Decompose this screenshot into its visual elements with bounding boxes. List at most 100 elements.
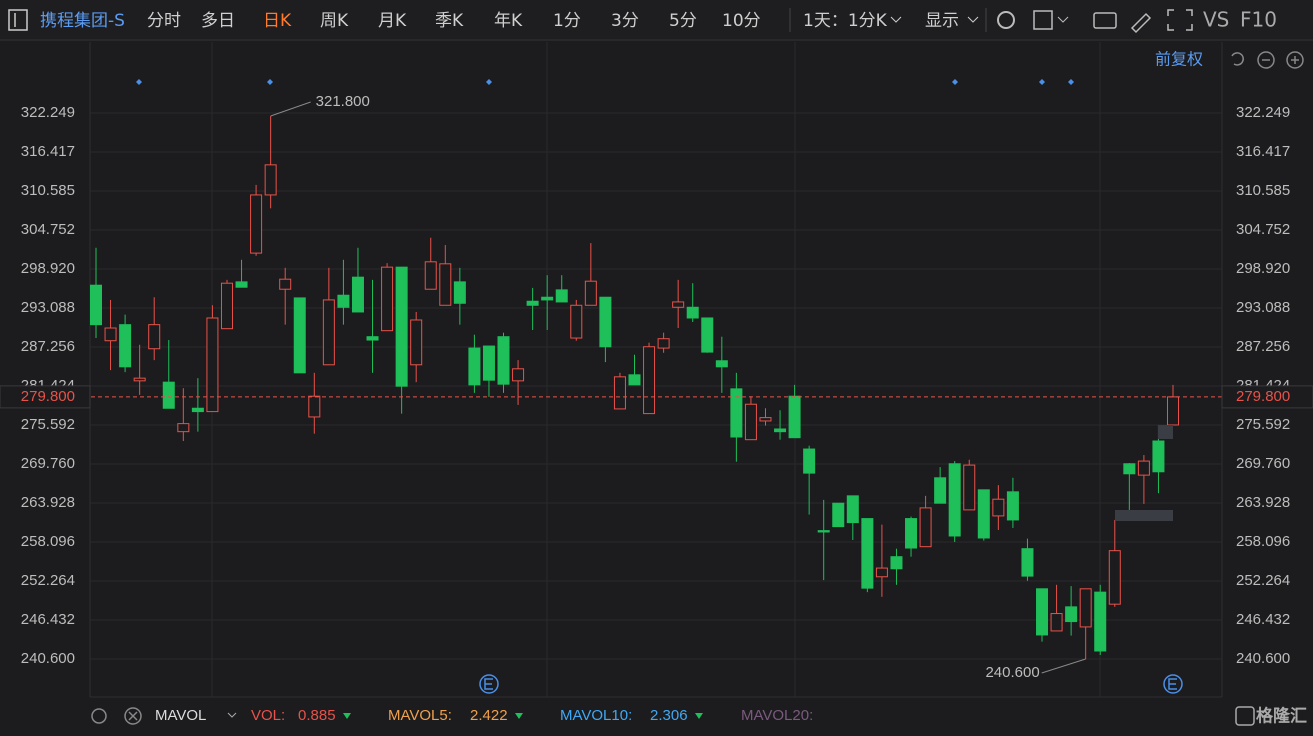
overlay-box [1115, 510, 1173, 521]
tab[interactable]: 3分 [611, 11, 639, 31]
candle-body [715, 360, 728, 368]
undo-icon[interactable] [1231, 52, 1244, 66]
y-tick-label: 275.592 [21, 416, 75, 433]
sidebar-toggle[interactable] [8, 9, 28, 31]
trend-arrow [515, 713, 523, 719]
draw-icon[interactable] [1130, 12, 1152, 34]
indicator-name[interactable]: MAVOL [155, 707, 206, 724]
candle-body [803, 448, 816, 474]
candle-body [235, 281, 248, 288]
y2-tick-label: 263.928 [1236, 494, 1290, 511]
y-tick-label: 269.760 [21, 455, 75, 472]
frame-icon[interactable] [1033, 10, 1053, 30]
caret [890, 16, 902, 23]
candle-body [1108, 550, 1121, 605]
f10-button[interactable]: F10 [1240, 8, 1277, 32]
high-annotation: 321.800 [316, 93, 370, 110]
candle-body [701, 317, 714, 353]
tab[interactable]: 日K [263, 11, 292, 31]
candle-body [322, 299, 335, 366]
candle-body [453, 281, 466, 304]
earnings-marker[interactable] [479, 674, 499, 694]
zoom-out-icon[interactable] [1257, 51, 1275, 69]
candle-body [541, 296, 554, 301]
y2-tick-label: 240.600 [1236, 650, 1290, 667]
event-markers [136, 79, 1074, 85]
y-tick-label: 304.752 [21, 221, 75, 238]
candle-body [206, 317, 219, 413]
event-marker[interactable] [136, 79, 142, 85]
settings-icon[interactable] [997, 11, 1015, 29]
candle-body [337, 294, 350, 308]
earnings-marker[interactable] [1163, 674, 1183, 694]
candle-body [177, 423, 190, 433]
candle-body [1123, 463, 1136, 475]
tab[interactable]: 多日 [201, 11, 235, 31]
logo: 格隆汇 [1256, 705, 1307, 725]
caret [967, 16, 979, 23]
candle-body [555, 289, 568, 303]
candle-body [468, 347, 481, 386]
tab[interactable]: 分时 [147, 11, 181, 31]
candle-body [1021, 548, 1034, 577]
candle-body [657, 338, 670, 349]
candle-body [672, 301, 685, 308]
zoom-in-icon[interactable] [1286, 51, 1304, 69]
camera-icon[interactable] [1093, 12, 1117, 29]
y-tick-label: 310.585 [21, 182, 75, 199]
candle-body [788, 395, 801, 439]
indicator-settings[interactable] [91, 708, 107, 724]
event-marker[interactable] [267, 79, 273, 85]
candle-body [439, 263, 452, 306]
indicator-value: 2.306 [650, 707, 688, 724]
candle-body [308, 395, 321, 418]
overlay-box [1158, 425, 1173, 439]
y-tick-label: 240.600 [21, 650, 75, 667]
tab[interactable]: 季K [435, 11, 464, 31]
candle-body [628, 374, 641, 386]
y2-tick-label: 298.920 [1236, 260, 1290, 277]
tab[interactable]: 月K [378, 11, 407, 31]
candle-body [293, 297, 306, 374]
candle-body [730, 388, 743, 438]
y-tick-label: 252.264 [21, 572, 75, 589]
indicator-close[interactable] [124, 707, 142, 725]
candle-body [977, 489, 990, 539]
logo-icon [1235, 706, 1255, 726]
candle-body [424, 261, 437, 290]
event-marker[interactable] [486, 79, 492, 85]
y-tick-label: 263.928 [21, 494, 75, 511]
candle-body [948, 463, 961, 537]
candle-body [934, 477, 947, 504]
adjust-select[interactable]: 前复权 [1155, 50, 1203, 69]
y2-tick-label: 287.256 [1236, 338, 1290, 355]
event-marker[interactable] [1039, 79, 1045, 85]
fullscreen-icon[interactable] [1167, 9, 1193, 31]
candle-body [1152, 440, 1165, 473]
candle-body [744, 403, 757, 441]
y-tick-label: 322.249 [21, 104, 75, 121]
tab[interactable]: 周K [320, 11, 349, 31]
period-select[interactable]: 1天：1分K [803, 11, 888, 31]
y-tick-label: 287.256 [21, 338, 75, 355]
candle-body [1006, 491, 1019, 521]
tabs: 分时 多日 日K 周K 月K 季K 年K 1分 3分 5分 10分 [147, 11, 761, 31]
y2-tick-label: 304.752 [1236, 221, 1290, 238]
tab[interactable]: 年K [494, 11, 523, 31]
indicator-items: VOL: 0.885 MAVOL5: 2.422 MAVOL10: 2.306 MAVOL2… [251, 707, 813, 724]
caret [1057, 16, 1069, 23]
event-marker[interactable] [952, 79, 958, 85]
vs-button[interactable]: VS [1203, 8, 1229, 32]
candle-body [482, 345, 495, 381]
candle-body [1065, 606, 1078, 623]
tab[interactable]: 1分 [553, 11, 581, 31]
candle-body [1079, 588, 1092, 628]
display-menu[interactable]: 显示 [925, 11, 959, 31]
tab[interactable]: 5分 [669, 11, 697, 31]
indicator-label: MAVOL5: [388, 707, 452, 724]
candle-body [220, 282, 233, 330]
stock-title[interactable]: 携程集团-S [40, 11, 125, 31]
tab[interactable]: 10分 [722, 11, 761, 31]
event-marker[interactable] [1068, 79, 1074, 85]
